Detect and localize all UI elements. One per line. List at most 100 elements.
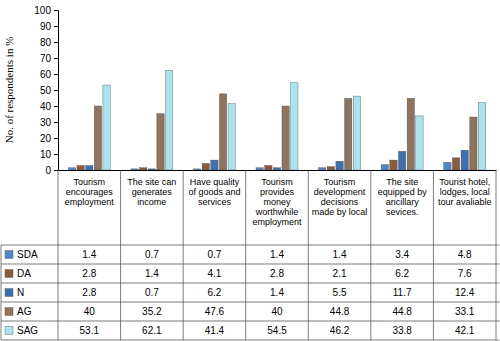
- x-tick-label: Have qualityof goods andservices: [188, 177, 240, 207]
- table-border: [433, 170, 434, 340]
- y-tick: 70: [40, 53, 58, 64]
- table-value: 0.7: [145, 249, 159, 260]
- x-tick: Tourismprovidesmoneyworthwhileemployment: [252, 170, 302, 227]
- table-value: 3.4: [395, 249, 409, 260]
- legend-swatch: [5, 289, 13, 297]
- x-tick: Tourist hotel,lodges, localtour avaliabl…: [438, 170, 492, 207]
- table-value: 1.4: [82, 249, 96, 260]
- table-value: 2.8: [82, 287, 96, 298]
- y-tick-label: 30: [40, 117, 52, 128]
- x-tick-label: Tourist hotel,lodges, localtour avaliabl…: [438, 177, 492, 207]
- bar: [291, 83, 298, 170]
- bar: [398, 151, 405, 170]
- table-value: 4.1: [207, 268, 221, 279]
- y-tick-mark: [54, 10, 58, 11]
- table-value: 0.7: [207, 249, 221, 260]
- bar: [86, 166, 93, 170]
- x-tick-label-line: generates: [132, 187, 173, 197]
- bar: [256, 168, 263, 170]
- x-tick-label-line: The site: [386, 177, 418, 187]
- table-value: 11.7: [393, 287, 412, 298]
- table-border: [1, 321, 500, 322]
- table-value: 1.4: [270, 287, 284, 298]
- bar: [319, 168, 326, 170]
- legend-swatch: [5, 270, 13, 278]
- table-value: 12.4: [455, 287, 475, 298]
- bar: [381, 165, 388, 170]
- x-tick-label-line: employment: [65, 197, 115, 207]
- legend-swatch: [5, 308, 13, 316]
- bar: [265, 166, 272, 170]
- table-value: 62.1: [142, 325, 162, 336]
- table-border: [496, 170, 497, 340]
- y-tick-label: 10: [40, 149, 52, 160]
- y-tick-label: 40: [40, 101, 52, 112]
- y-tick-label: 80: [40, 37, 52, 48]
- chart: 0102030405060708090100No. of respondents…: [0, 0, 500, 341]
- x-tick-label-line: made by local: [312, 207, 368, 217]
- x-tick-label-line: decisions: [321, 197, 359, 207]
- bar: [327, 167, 334, 170]
- y-tick-label: 50: [40, 85, 52, 96]
- x-tick-label-line: lodges, local: [440, 187, 490, 197]
- y-tick-label: 0: [45, 165, 51, 176]
- bar: [407, 98, 414, 170]
- table-value: 42.1: [455, 325, 475, 336]
- bar: [148, 169, 155, 170]
- y-tick-mark: [54, 74, 58, 75]
- y-tick: 90: [40, 21, 58, 32]
- x-tick-label-line: sevices.: [386, 207, 419, 217]
- y-tick: 60: [40, 69, 58, 80]
- y-tick: 40: [40, 101, 58, 112]
- table-value: 44.8: [392, 306, 412, 317]
- y-tick-mark: [54, 42, 58, 43]
- bar: [193, 169, 200, 170]
- bar: [282, 106, 289, 170]
- y-tick-label: 60: [40, 69, 52, 80]
- table-value: 46.2: [330, 325, 350, 336]
- table-value: 6.2: [207, 287, 221, 298]
- x-tick: The site cangeneratesincome: [127, 170, 176, 207]
- bar: [461, 150, 468, 170]
- x-tick-label-line: provides: [260, 187, 295, 197]
- y-axis-title: No. of respondents in %: [3, 37, 15, 144]
- table-value: 2.8: [270, 268, 284, 279]
- table-border: [1, 283, 500, 284]
- x-tick-label-line: Have quality: [190, 177, 240, 187]
- table-border: [120, 170, 121, 340]
- bar: [202, 163, 209, 170]
- data-table: SDA1.40.70.71.41.43.44.8DA2.81.44.12.82.…: [1, 170, 500, 340]
- table-value: 4.8: [458, 249, 472, 260]
- x-tick: Tourismdevelopmentdecisionsmade by local: [312, 170, 368, 217]
- x-axis: TourismencouragesemploymentThe site cang…: [59, 170, 497, 227]
- legend-label: AG: [17, 306, 32, 317]
- table-value: 40: [271, 306, 283, 317]
- x-tick-label-line: of goods and: [188, 187, 240, 197]
- y-axis-line: [54, 11, 59, 171]
- x-tick-label: The site cangeneratesincome: [127, 177, 176, 207]
- table-value: 2.1: [333, 268, 347, 279]
- table-border: [245, 170, 246, 340]
- y-tick-mark: [54, 154, 58, 155]
- x-tick-label: Tourismdevelopmentdecisionsmade by local: [312, 177, 368, 217]
- table-border: [1, 264, 500, 265]
- x-tick-label-line: Tourism: [261, 177, 293, 187]
- bar: [211, 160, 218, 170]
- table-value: 33.1: [455, 306, 475, 317]
- x-tick-label-line: ancillary: [386, 197, 420, 207]
- bar: [444, 162, 451, 170]
- bar: [478, 103, 485, 170]
- bar: [157, 114, 164, 170]
- bar: [273, 168, 280, 170]
- bar: [140, 168, 147, 170]
- legend-label: SDA: [17, 249, 38, 260]
- bar: [94, 106, 101, 170]
- bar: [336, 161, 343, 170]
- table-border: [308, 170, 309, 340]
- bar: [390, 160, 397, 170]
- y-tick: 100: [34, 5, 58, 16]
- x-tick: The siteequipped byancillarysevices.: [378, 170, 428, 217]
- table-border: [370, 170, 371, 340]
- table-value: 40: [84, 306, 96, 317]
- x-tick-label: Tourismprovidesmoneyworthwhileemployment: [252, 177, 302, 227]
